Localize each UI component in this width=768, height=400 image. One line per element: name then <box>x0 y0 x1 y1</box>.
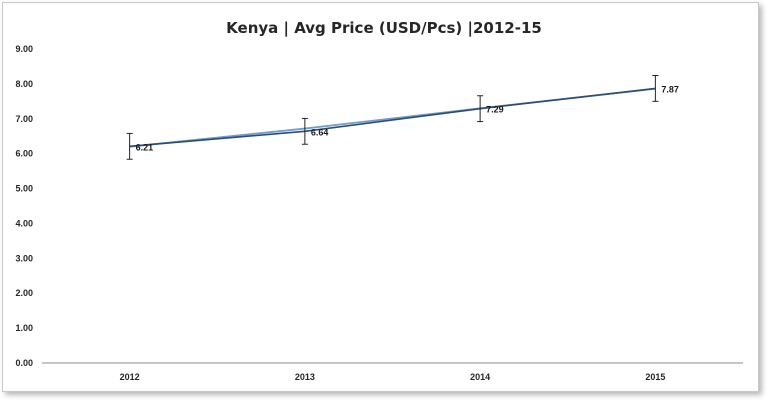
y-axis: 0.00 1.00 2.00 3.00 4.00 5.00 6.00 7.00 8.00 9.00 <box>15 44 33 368</box>
x-tick-label: 2013 <box>295 372 315 382</box>
y-tick-label: 5.00 <box>15 184 33 194</box>
data-label: 6.21 <box>136 142 154 152</box>
error-bar <box>477 95 484 123</box>
data-labels: 6.21 6.64 7.29 7.87 <box>136 84 679 152</box>
y-tick-label: 6.00 <box>15 149 33 159</box>
y-tick-label: 3.00 <box>15 253 33 263</box>
series-layer <box>126 75 659 160</box>
chart-title: Kenya | Avg Price (USD/Pcs) |2012-15 <box>226 19 542 38</box>
y-tick-label: 7.00 <box>15 114 33 124</box>
series-line <box>129 87 656 148</box>
error-bar <box>301 117 308 145</box>
x-tick-label: 2012 <box>120 372 140 382</box>
y-tick-label: 0.00 <box>15 358 33 368</box>
y-tick-label: 8.00 <box>15 79 33 89</box>
y-tick-label: 4.00 <box>15 218 33 228</box>
data-label: 7.87 <box>661 84 679 94</box>
x-tick-label: 2014 <box>470 372 490 382</box>
x-axis: 2012 2013 2014 2015 <box>120 372 666 382</box>
y-tick-label: 2.00 <box>15 288 33 298</box>
y-tick-label: 9.00 <box>15 44 33 54</box>
data-label: 7.29 <box>486 105 504 115</box>
error-bar <box>652 75 659 102</box>
chart-frame <box>2 2 759 392</box>
data-label: 6.64 <box>311 127 329 137</box>
y-tick-label: 1.00 <box>15 323 33 333</box>
error-bar <box>126 132 133 160</box>
x-tick-label: 2015 <box>645 372 665 382</box>
